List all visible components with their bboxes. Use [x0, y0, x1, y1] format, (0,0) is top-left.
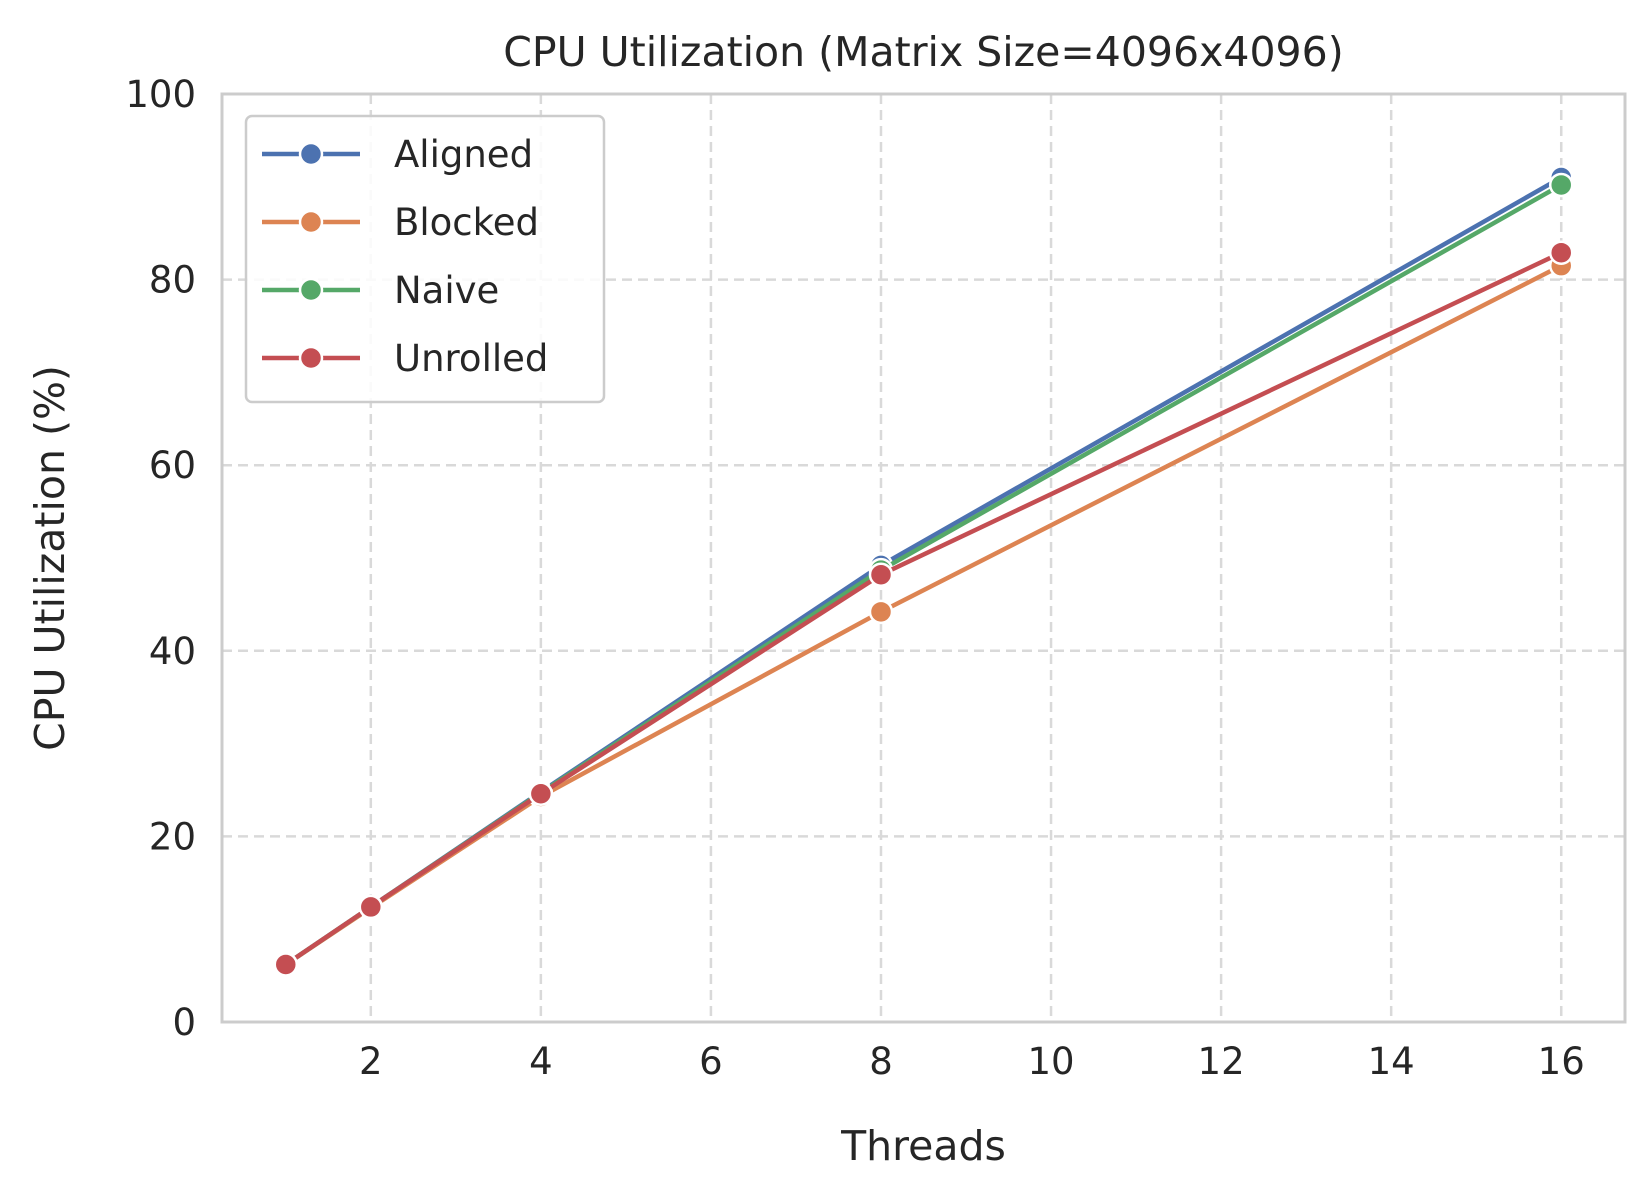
y-tick-label: 80: [149, 259, 196, 302]
data-point-unrolled: [1548, 240, 1574, 265]
y-tick-label: 40: [149, 630, 196, 673]
data-point-naive: [1548, 172, 1574, 198]
data-point-unrolled: [273, 952, 299, 977]
legend-swatch-marker: [298, 277, 324, 303]
x-tick-label: 2: [359, 1040, 383, 1083]
legend-label: Aligned: [394, 133, 533, 176]
legend-item-naive: Naive: [262, 269, 499, 312]
legend-item-unrolled: Unrolled: [262, 337, 548, 380]
legend-swatch-marker: [298, 141, 324, 167]
plot-frame: [220, 92, 1627, 1024]
y-tick-label: 20: [149, 815, 196, 858]
legend-item-blocked: Blocked: [262, 201, 539, 244]
data-point-unrolled: [868, 562, 894, 587]
x-tick-label: 4: [529, 1040, 553, 1083]
tick-labels: 2 4 6 8 10 12 14 16 0 20 40 60 80 100: [125, 73, 1584, 1083]
chart-title: CPU Utilization (Matrix Size=4096x4096): [503, 28, 1343, 76]
x-axis-title: Threads: [840, 1122, 1006, 1170]
x-tick-label: 12: [1198, 1040, 1245, 1083]
y-tick-label: 0: [172, 1001, 196, 1044]
x-tick-label: 16: [1538, 1040, 1585, 1083]
series-layer: [273, 165, 1574, 977]
x-tick-label: 10: [1027, 1040, 1074, 1083]
legend-box: [244, 114, 606, 404]
x-tick-label: 14: [1368, 1040, 1415, 1083]
legend-item-aligned: Aligned: [262, 133, 533, 176]
legend-swatch-marker: [298, 209, 324, 235]
legend-swatch-marker: [298, 345, 324, 371]
legend-label: Unrolled: [394, 337, 548, 380]
series-unrolled: [273, 240, 1574, 977]
y-tick-label: 100: [125, 73, 196, 116]
y-tick-label: 60: [149, 444, 196, 487]
legend: Aligned Blocked Naive Unrolled: [244, 114, 606, 404]
x-tick-label: 8: [869, 1040, 893, 1083]
data-point-blocked: [868, 599, 894, 625]
data-point-unrolled: [528, 781, 554, 806]
data-point-unrolled: [358, 894, 384, 920]
x-tick-label: 6: [699, 1040, 723, 1083]
y-axis-title: CPU Utilization (%): [26, 365, 74, 751]
legend-label: Blocked: [394, 201, 539, 244]
legend-label: Naive: [394, 269, 499, 312]
